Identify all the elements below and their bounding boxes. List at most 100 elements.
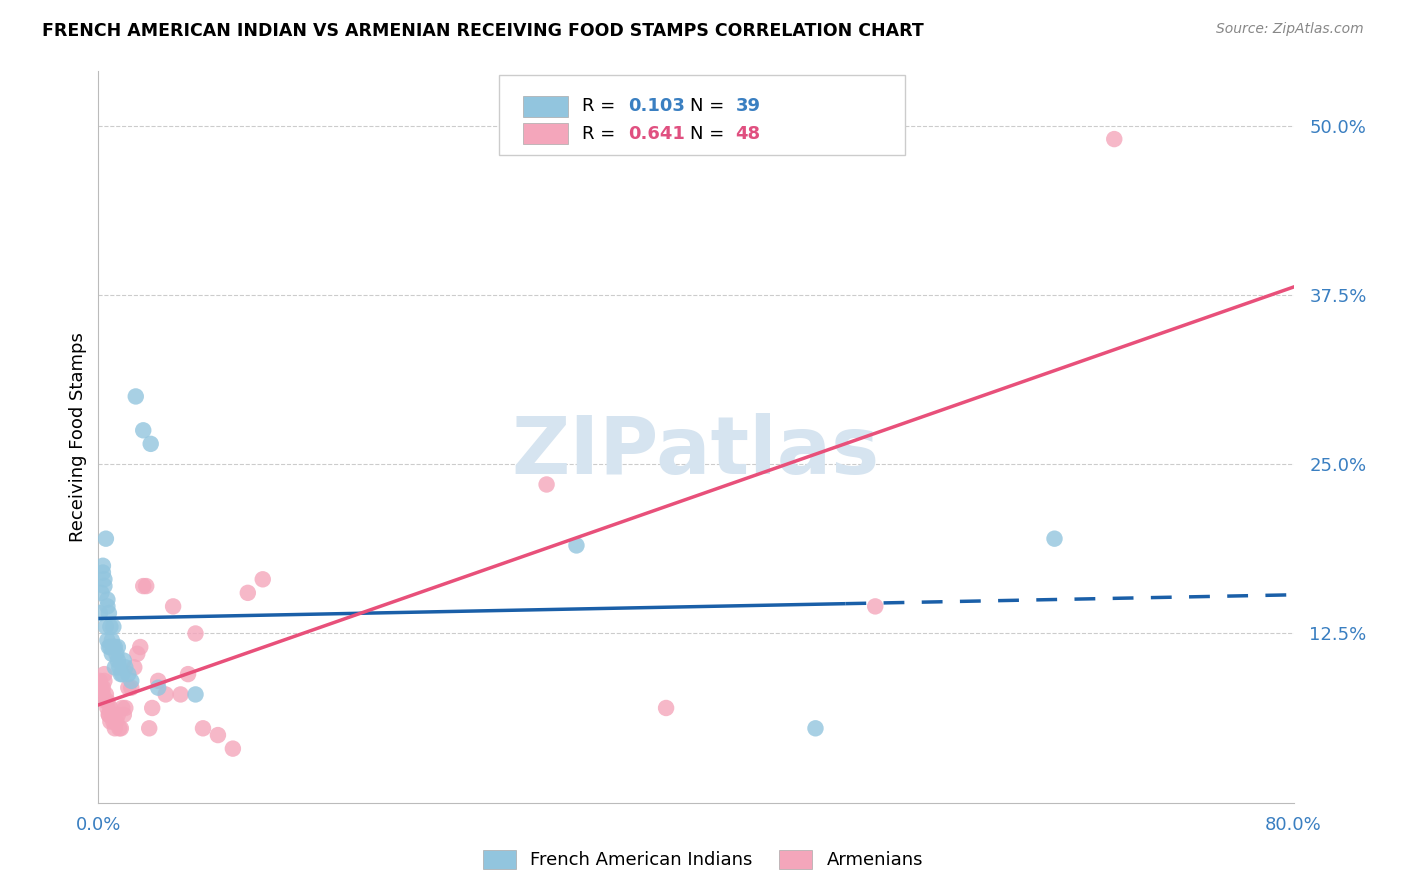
Point	[191, 721, 214, 735]
Point	[135, 579, 157, 593]
Point	[132, 423, 155, 437]
Point	[101, 707, 124, 722]
Point	[865, 599, 887, 614]
Point	[132, 579, 155, 593]
Point	[108, 721, 131, 735]
Point	[110, 667, 132, 681]
Point	[96, 592, 118, 607]
Point	[96, 599, 118, 614]
Point	[98, 640, 122, 654]
Point	[91, 688, 114, 702]
Point	[129, 640, 152, 654]
Point	[103, 640, 125, 654]
Text: 0.641: 0.641	[628, 125, 685, 143]
Point	[108, 660, 131, 674]
Point	[1043, 532, 1066, 546]
Point	[222, 741, 245, 756]
Point	[98, 714, 122, 729]
Point	[93, 673, 115, 688]
Text: 39: 39	[735, 97, 761, 115]
Point	[120, 673, 142, 688]
Point	[89, 606, 111, 620]
Text: N =: N =	[690, 97, 730, 115]
Point	[141, 701, 163, 715]
Point	[112, 654, 135, 668]
Point	[117, 667, 139, 681]
Point	[96, 633, 118, 648]
Point	[114, 660, 136, 674]
Text: Source: ZipAtlas.com: Source: ZipAtlas.com	[1216, 22, 1364, 37]
Point	[93, 572, 115, 586]
Text: FRENCH AMERICAN INDIAN VS ARMENIAN RECEIVING FOOD STAMPS CORRELATION CHART: FRENCH AMERICAN INDIAN VS ARMENIAN RECEI…	[42, 22, 924, 40]
Point	[94, 694, 117, 708]
Point	[97, 707, 120, 722]
Point	[89, 673, 111, 688]
FancyBboxPatch shape	[499, 75, 905, 155]
Point	[104, 660, 127, 674]
Point	[111, 667, 134, 681]
Point	[97, 640, 120, 654]
Point	[148, 681, 170, 695]
Point	[105, 647, 128, 661]
Point	[104, 721, 127, 735]
Point	[1104, 132, 1126, 146]
Point	[117, 681, 139, 695]
Point	[177, 667, 200, 681]
Point	[97, 707, 120, 722]
FancyBboxPatch shape	[523, 123, 568, 144]
Point	[101, 647, 124, 661]
Point	[104, 640, 127, 654]
Point	[169, 688, 191, 702]
Point	[565, 538, 588, 552]
Point	[107, 640, 129, 654]
Point	[94, 620, 117, 634]
Point	[184, 626, 207, 640]
Y-axis label: Receiving Food Stamps: Receiving Food Stamps	[69, 332, 87, 542]
Point	[90, 586, 112, 600]
Point	[94, 688, 117, 702]
Point	[91, 558, 114, 573]
Text: 0.103: 0.103	[628, 97, 685, 115]
Point	[98, 620, 122, 634]
Point	[103, 620, 125, 634]
Point	[148, 673, 170, 688]
FancyBboxPatch shape	[523, 96, 568, 117]
Point	[124, 660, 146, 674]
Point	[98, 701, 122, 715]
Point	[111, 701, 134, 715]
Point	[90, 681, 112, 695]
Point	[96, 701, 118, 715]
Point	[655, 701, 678, 715]
Point	[91, 681, 114, 695]
Text: ZIPatlas: ZIPatlas	[512, 413, 880, 491]
Point	[103, 714, 125, 729]
Point	[96, 694, 118, 708]
Point	[236, 586, 259, 600]
Point	[139, 437, 162, 451]
Point	[804, 721, 827, 735]
Point	[155, 688, 177, 702]
Point	[93, 579, 115, 593]
Point	[107, 707, 129, 722]
Point	[94, 532, 117, 546]
Text: 48: 48	[735, 125, 761, 143]
Point	[91, 566, 114, 580]
Point	[162, 599, 184, 614]
Point	[93, 667, 115, 681]
Point	[105, 714, 128, 729]
Point	[110, 721, 132, 735]
Point	[536, 477, 558, 491]
Point	[112, 707, 135, 722]
Point	[101, 633, 124, 648]
Point	[114, 701, 136, 715]
Point	[97, 606, 120, 620]
Point	[207, 728, 229, 742]
Point	[252, 572, 274, 586]
Point	[184, 688, 207, 702]
Text: R =: R =	[582, 125, 621, 143]
Text: R =: R =	[582, 97, 621, 115]
Text: N =: N =	[690, 125, 730, 143]
Point	[120, 681, 142, 695]
Point	[125, 389, 148, 403]
Point	[107, 654, 129, 668]
